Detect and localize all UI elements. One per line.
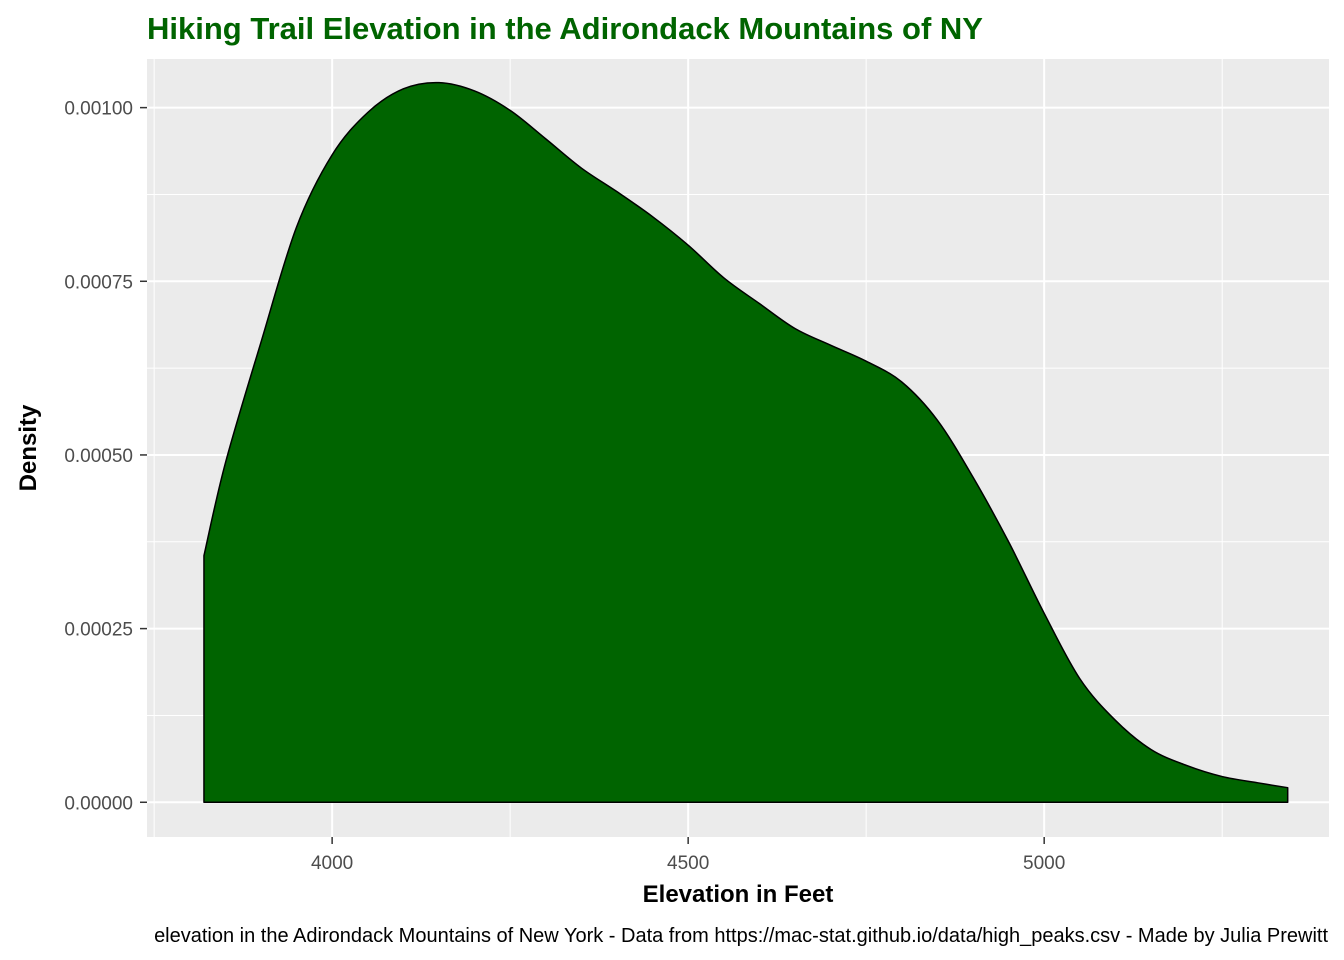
y-axis: 0.00000 0.00025 0.00050 0.00075 0.00100	[64, 99, 147, 814]
chart-caption: elevation in the Adirondack Mountains of…	[154, 925, 1328, 947]
y-tick-label: 0.00100	[64, 99, 133, 120]
density-area	[203, 81, 1289, 804]
y-tick-label: 0.00025	[64, 620, 133, 641]
x-tick-label: 5000	[1023, 853, 1065, 874]
x-axis-title: Elevation in Feet	[643, 881, 834, 908]
x-axis: 4000 4500 5000	[311, 837, 1065, 874]
y-tick-label: 0.00075	[64, 272, 133, 293]
chart-title: Hiking Trail Elevation in the Adirondack…	[147, 11, 983, 46]
y-tick-label: 0.00000	[64, 793, 133, 814]
y-axis-title: Density	[15, 404, 42, 491]
x-tick-label: 4000	[311, 853, 353, 874]
x-tick-label: 4500	[667, 853, 709, 874]
y-tick-label: 0.00050	[64, 446, 133, 467]
